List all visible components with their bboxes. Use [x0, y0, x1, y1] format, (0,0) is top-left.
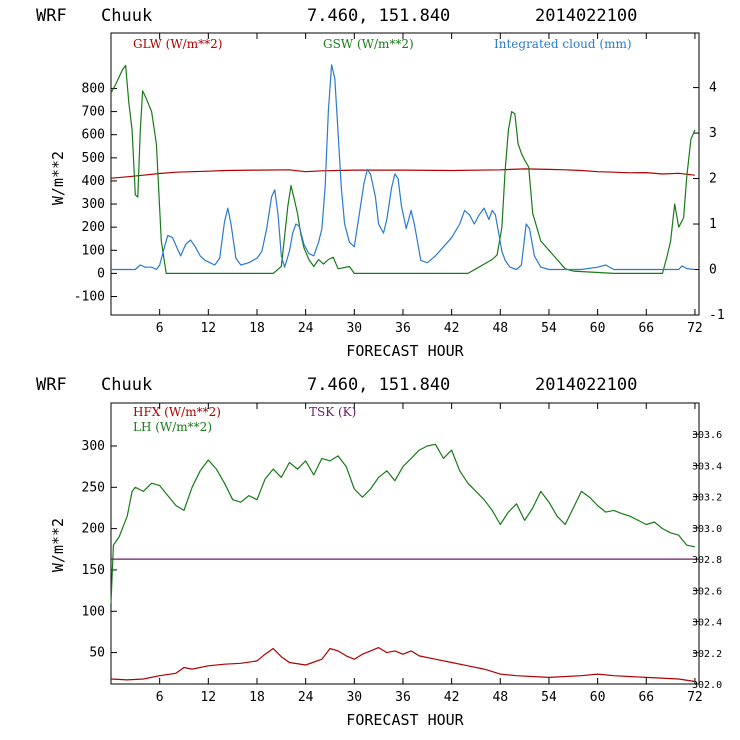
x-tick-label: 72 [687, 321, 703, 336]
y2-tick-label: 4 [709, 81, 717, 96]
y2-tick-label: 302.6 [692, 586, 722, 597]
y-tick-label: 100 [82, 243, 105, 258]
y2-tick-label: 303.6 [692, 430, 722, 441]
y-tick-label: 700 [82, 105, 105, 120]
y2-tick-label: 302.8 [692, 555, 722, 566]
y-tick-label: 300 [82, 439, 105, 454]
x-tick-label: 24 [298, 321, 314, 336]
panel-2-init-time: 2014022100 [535, 375, 637, 395]
y-tick-label: 600 [82, 128, 105, 143]
y-tick-label: 400 [82, 174, 105, 189]
y-tick-label: 200 [82, 522, 105, 537]
panel-2-station: Chuuk [101, 375, 152, 395]
x-tick-label: 42 [444, 690, 460, 705]
x-tick-label: 18 [249, 321, 265, 336]
x-tick-label: 30 [346, 321, 362, 336]
x-tick-label: 66 [638, 690, 654, 705]
x-tick-label: 60 [590, 321, 606, 336]
y2-tick-label: 0 [709, 263, 717, 278]
panel-1-plot-area: 6 12 18 24 30 36 42 48 54 60 66 72-1000100200300400… [74, 32, 725, 336]
series-line-gsw [110, 64, 696, 274]
panel-1-station: Chuuk [101, 6, 152, 26]
panel-1-coords: 7.460, 151.840 [307, 6, 450, 26]
y2-tick-label: 302.4 [692, 618, 722, 629]
panel-1-xlabel: FORECAST HOUR [346, 342, 464, 360]
legend-glw: GLW (W/m**2) [133, 37, 222, 51]
y-tick-label: 150 [82, 563, 105, 578]
series-line-lh [110, 443, 696, 604]
y-tick-label: 500 [82, 151, 105, 166]
x-tick-label: 30 [346, 690, 362, 705]
series-line-integrated [111, 64, 695, 271]
x-tick-label: 48 [492, 321, 508, 336]
y-tick-label: 50 [89, 646, 105, 661]
x-tick-label: 18 [249, 690, 265, 705]
y2-tick-label: 302.2 [692, 649, 722, 660]
legend-integrated-cloud: Integrated cloud (mm) [494, 37, 632, 51]
x-tick-label: 54 [541, 321, 557, 336]
legend-hfx: HFX (W/m**2) [133, 405, 221, 419]
y2-tick-label: 303.0 [692, 524, 722, 535]
x-tick-label: 72 [687, 690, 703, 705]
panel-2-model: WRF [36, 375, 67, 395]
y2-tick-label: 1 [709, 217, 717, 232]
x-tick-label: 48 [492, 690, 508, 705]
legend-gsw: GSW (W/m**2) [323, 37, 414, 51]
panel-2-coords: 7.460, 151.840 [307, 375, 450, 395]
panel-2-xlabel: FORECAST HOUR [346, 711, 464, 729]
y2-tick-label: 303.4 [692, 461, 722, 472]
x-tick-label: 24 [298, 690, 314, 705]
y-tick-label: 250 [82, 480, 105, 495]
x-tick-label: 54 [541, 690, 557, 705]
panel-2-ylabel: W/m**2 [49, 518, 67, 572]
panel-1: WRF Chuuk 7.460, 151.840 2014022100 GLW … [36, 6, 725, 360]
y2-tick-label: 2 [709, 172, 717, 187]
panel-1-init-time: 2014022100 [535, 6, 637, 26]
x-tick-label: 66 [638, 321, 654, 336]
y-tick-label: -100 [74, 290, 105, 305]
x-tick-label: 12 [200, 321, 216, 336]
panel-1-ylabel: W/m**2 [49, 151, 67, 205]
plot-frame [110, 402, 700, 685]
x-tick-label: 60 [590, 690, 606, 705]
y-tick-label: 800 [82, 81, 105, 96]
y-tick-label: 100 [82, 604, 105, 619]
panel-2-plot-area: 6 12 18 24 30 36 42 48 54 60 66 72 50 100 150 200 250 300… [82, 402, 722, 705]
panel-1-model: WRF [36, 6, 67, 26]
x-tick-label: 12 [200, 690, 216, 705]
panel-2: WRF Chuuk 7.460, 151.840 2014022100 HFX … [36, 375, 722, 729]
x-tick-label: 36 [395, 690, 411, 705]
legend-lh: LH (W/m**2) [133, 420, 212, 434]
legend-tsk: TSK (K) [309, 405, 356, 419]
series-line-hfx [110, 646, 695, 683]
y2-tick-label: 303.2 [692, 493, 722, 504]
plot-frame [110, 32, 700, 316]
y-tick-label: 0 [97, 266, 105, 281]
x-tick-label: 6 [156, 321, 164, 336]
y2-tick-label: -1 [709, 308, 725, 323]
y-tick-label: 200 [82, 220, 105, 235]
y2-tick-label: 3 [709, 126, 717, 141]
x-tick-label: 6 [156, 690, 164, 705]
series-line-glw [110, 168, 695, 179]
y-tick-label: 300 [82, 197, 105, 212]
x-tick-label: 42 [444, 321, 460, 336]
y2-tick-label: 302.0 [692, 680, 722, 691]
x-tick-label: 36 [395, 321, 411, 336]
